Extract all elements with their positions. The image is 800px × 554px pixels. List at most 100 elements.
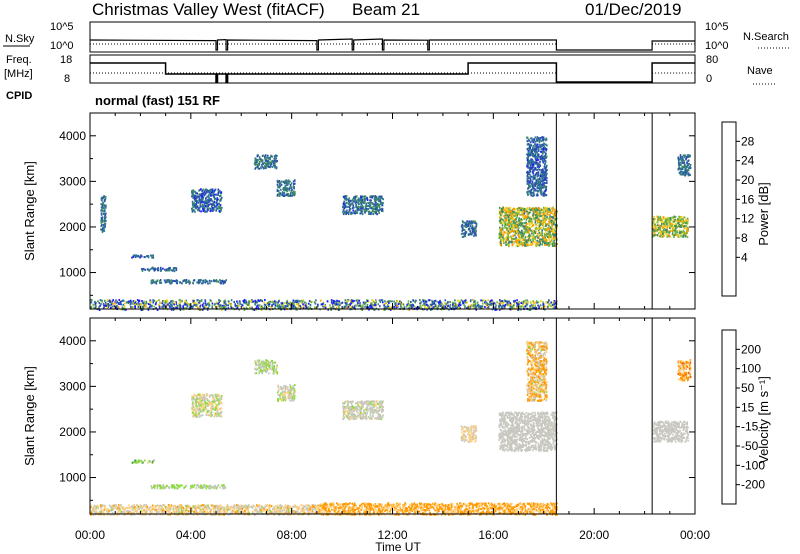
echo-cell (381, 203, 384, 206)
echo-cell (518, 208, 521, 211)
echo-cell (275, 157, 277, 160)
echo-cell (344, 203, 346, 206)
echo-cell (188, 279, 190, 282)
echo-cell (171, 305, 173, 308)
echo-cell (522, 207, 524, 210)
echo-cell (191, 191, 193, 194)
echo-cell (537, 180, 540, 183)
echo-cell (540, 192, 542, 194)
echo-cell (538, 139, 541, 142)
echo-cell (689, 154, 691, 157)
echo-cell (653, 230, 655, 233)
echo-cell (536, 193, 539, 196)
echo-cell (351, 199, 354, 202)
echo-cell (365, 207, 367, 210)
echo-cell (506, 228, 508, 231)
echo-cell (679, 218, 681, 221)
echo-cell (540, 173, 542, 176)
echo-cell (474, 302, 477, 305)
echo-cell (680, 216, 683, 219)
echo-cell (356, 199, 358, 202)
echo-cell (208, 193, 211, 196)
nave-tick-top: 80 (706, 54, 718, 66)
echo-cell (271, 165, 274, 168)
echo-cell (371, 210, 374, 213)
echo-cell (134, 303, 136, 306)
echo-cell (157, 269, 160, 272)
echo-cell (331, 302, 334, 305)
echo-cell (374, 204, 377, 207)
echo-cell (296, 306, 299, 309)
echo-cell (514, 237, 517, 240)
echo-cell (377, 197, 380, 200)
echo-cell (201, 511, 203, 514)
echo-cell (477, 303, 480, 306)
echo-cell (516, 216, 518, 219)
echo-cell (152, 279, 155, 282)
echo-cell (511, 237, 513, 240)
echo-cell (420, 307, 422, 310)
echo-cell (503, 305, 506, 308)
echo-cell (490, 299, 493, 302)
echo-cell (255, 163, 257, 166)
echo-cell (104, 225, 106, 228)
echo-cell (533, 147, 535, 150)
echo-cell (292, 306, 294, 309)
echo-cell (202, 305, 204, 308)
echo-cell (282, 194, 284, 197)
echo-cell (201, 203, 204, 206)
echo-cell (354, 202, 357, 205)
nsky-tick-top: 10^5 (50, 21, 74, 33)
echo-cell (684, 234, 687, 237)
y-tick-label: 3000 (59, 174, 86, 188)
echo-cell (195, 305, 197, 307)
echo-cell (669, 216, 672, 219)
echo-cell (433, 301, 436, 304)
echo-cell (379, 197, 381, 200)
echo-cell (552, 222, 555, 225)
echo-cell (103, 208, 106, 211)
echo-cell (543, 240, 546, 243)
echo-cell (499, 240, 502, 243)
echo-cell (545, 138, 548, 141)
echo-cell (367, 204, 369, 207)
echo-cell (118, 299, 121, 301)
echo-cell (269, 164, 272, 167)
echo-cell (268, 504, 271, 507)
echo-cell (539, 144, 541, 147)
echo-cell (293, 186, 295, 189)
echo-cell (550, 236, 552, 238)
echo-cell (542, 240, 545, 243)
echo-cell (545, 189, 547, 192)
echo-cell (257, 167, 260, 170)
echo-cell (521, 232, 524, 235)
echo-cell (217, 305, 219, 308)
echo-cell (217, 207, 219, 210)
echo-cell (400, 301, 403, 304)
echo-cell (308, 302, 310, 305)
echo-cell (285, 306, 287, 309)
echo-cell (116, 304, 119, 307)
echo-cell (464, 224, 467, 226)
echo-cell (105, 206, 107, 209)
echo-cell (530, 243, 532, 245)
echo-cell (150, 267, 153, 270)
echo-cell (322, 301, 325, 304)
echo-cell (463, 301, 465, 303)
echo-cell (209, 282, 211, 285)
echo-cell (373, 303, 376, 306)
echo-cell (308, 300, 311, 302)
echo-cell (448, 308, 450, 311)
echo-cell (661, 235, 663, 238)
echo-cell (544, 217, 546, 220)
echo-cell (544, 222, 547, 225)
echo-cell (204, 299, 207, 302)
echo-cell (93, 306, 95, 309)
echo-cell (383, 306, 386, 309)
echo-cell (548, 238, 551, 241)
echo-cell (530, 191, 532, 193)
echo-cell (90, 306, 92, 309)
echo-cell (537, 153, 539, 156)
echo-cell (264, 165, 267, 168)
echo-cell (526, 215, 528, 218)
